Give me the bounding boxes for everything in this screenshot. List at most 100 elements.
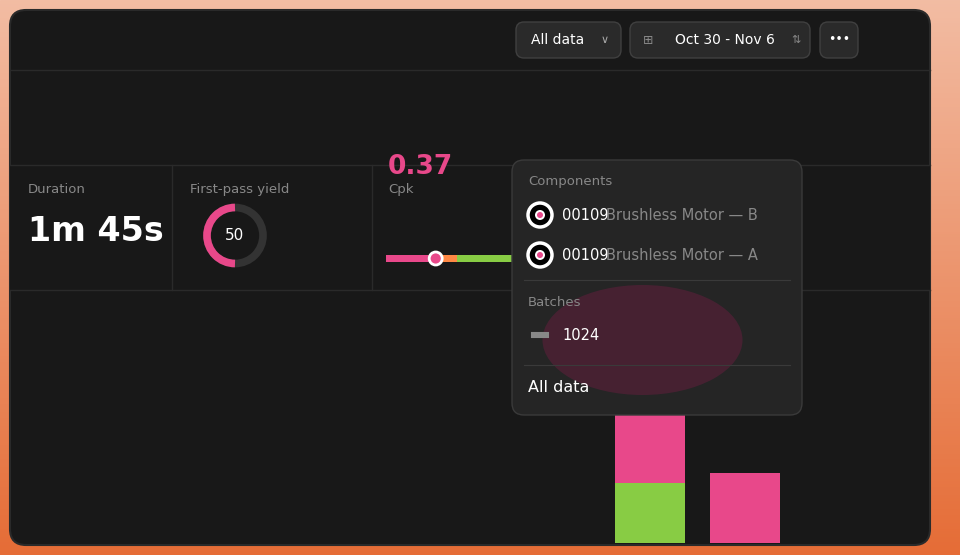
Bar [0,210,960,214]
Bar [0,424,960,427]
Bar [0,77,960,80]
Bar [0,199,960,203]
Bar [0,405,960,408]
Text: ∨: ∨ [601,35,609,45]
Text: All data: All data [528,380,589,395]
Bar [0,455,960,458]
Bar [0,463,960,466]
Bar [0,163,960,166]
Bar [0,174,960,178]
Bar [0,316,960,319]
Bar [0,377,960,380]
Bar [0,252,960,255]
Bar [0,205,960,208]
Bar [0,277,960,280]
Bar [0,11,960,14]
Bar [0,288,960,291]
Bar [0,299,960,302]
Text: First-pass yield: First-pass yield [190,183,289,196]
Bar [0,105,960,108]
Bar [0,366,960,369]
Bar [0,382,960,386]
Bar [0,249,960,253]
Bar [0,305,960,308]
Bar [0,513,960,516]
Bar [0,432,960,436]
Text: Duration: Duration [28,183,85,196]
Bar [0,499,960,502]
Bar [0,452,960,455]
Bar [0,524,960,527]
Bar [0,421,960,425]
Bar [0,410,960,413]
Bar [0,55,960,58]
Bar [710,473,780,543]
Bar [0,427,960,430]
Bar [0,0,960,3]
Bar [0,263,960,266]
Bar [0,460,960,463]
Bar [0,110,960,114]
Bar [0,213,960,216]
Bar [0,241,960,244]
Bar [0,147,960,150]
Bar [0,74,960,78]
Bar [0,302,960,305]
Bar [0,363,960,366]
Bar [0,310,960,314]
Bar [0,271,960,275]
Bar [0,166,960,169]
Bar [0,169,960,172]
Bar [0,52,960,56]
Circle shape [429,252,443,265]
Bar [0,160,960,164]
Bar [0,208,960,211]
Bar [0,183,960,186]
Circle shape [537,212,543,218]
Bar [0,16,960,19]
Bar [0,552,960,555]
Bar [0,391,960,394]
Bar [0,374,960,377]
Bar [0,24,960,28]
Bar [0,388,960,391]
Bar [0,521,960,524]
Bar [0,69,960,72]
Bar [0,457,960,461]
Bar [0,529,960,533]
Bar [0,349,960,352]
Bar [0,60,960,64]
Bar [0,385,960,388]
Bar [0,144,960,147]
Bar [0,335,960,339]
Bar [0,518,960,522]
Bar [0,330,960,333]
Bar [0,352,960,355]
FancyBboxPatch shape [512,160,802,415]
Bar [0,357,960,361]
Text: 00109: 00109 [562,248,609,263]
Bar [0,258,960,261]
Bar [0,538,960,541]
Bar [0,246,960,250]
Bar [0,549,960,552]
Bar [0,332,960,336]
Text: 0.37: 0.37 [388,154,453,180]
Text: Cpk: Cpk [388,183,414,196]
Bar [0,291,960,294]
Text: All data: All data [532,33,585,47]
Bar [0,441,960,444]
Bar [0,438,960,441]
Bar [0,488,960,491]
Bar [0,99,960,103]
Bar [0,346,960,350]
Bar [0,49,960,53]
Bar [0,396,960,400]
Bar [0,66,960,69]
Bar [0,80,960,83]
Bar [0,294,960,297]
Bar [0,296,960,300]
Bar [0,393,960,397]
Bar [0,532,960,536]
Bar [0,468,960,472]
